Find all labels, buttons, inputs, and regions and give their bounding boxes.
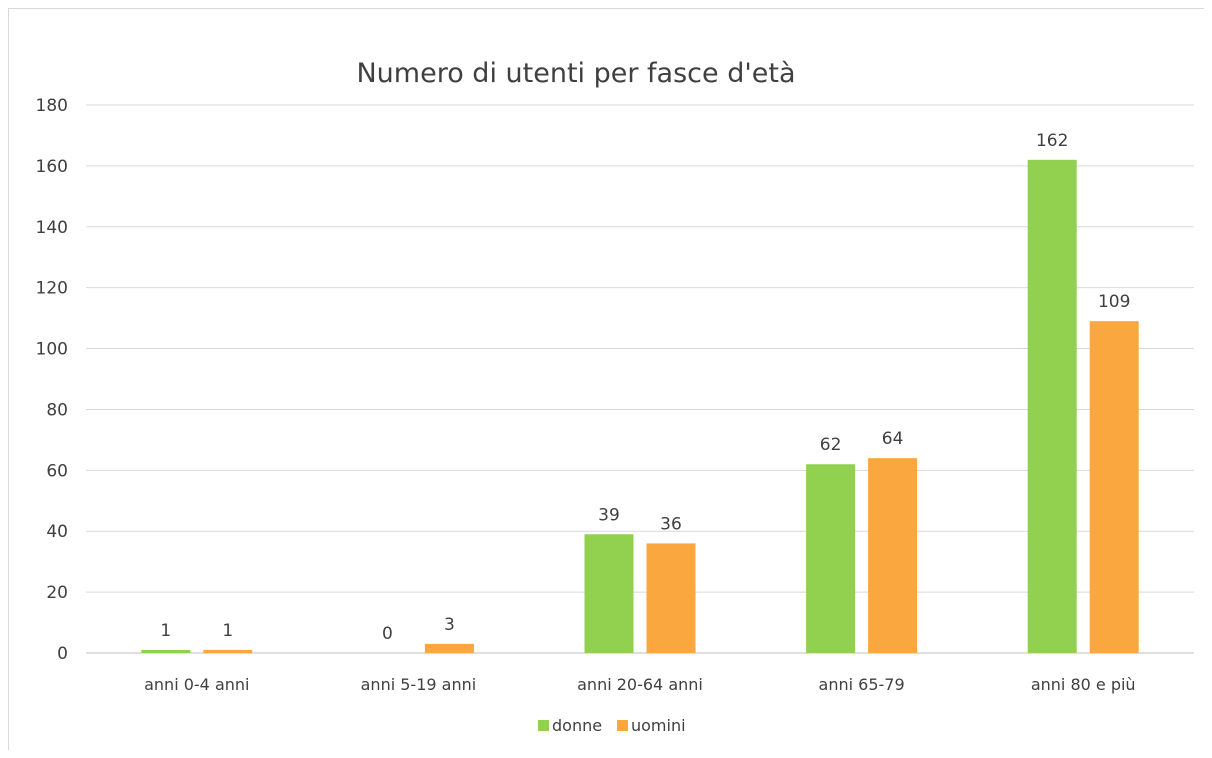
bar-uomini (646, 543, 696, 653)
legend-label: uomini (631, 716, 686, 735)
x-axis-tick-labels: anni 0-4 anni anni 5-19 anni anni 20-64 an… (144, 675, 1135, 694)
data-label: 0 (382, 624, 393, 644)
data-label: 3 (444, 615, 455, 635)
bar-donne (1027, 159, 1077, 654)
data-label: 162 (1036, 131, 1068, 151)
data-label: 36 (660, 514, 682, 534)
bar-uomini (424, 643, 474, 653)
data-label: 64 (882, 429, 904, 449)
x-tick-label: anni 65-79 (819, 675, 905, 694)
bars (141, 159, 1139, 654)
y-tick-label: 140 (36, 218, 68, 238)
y-tick-label: 100 (36, 340, 68, 360)
y-axis-tick-labels: 0 20 40 60 80 100 120 140 160 180 (36, 96, 68, 664)
legend-swatch-uomini (617, 720, 628, 731)
bar-donne (141, 649, 191, 653)
y-tick-label: 160 (36, 157, 68, 177)
data-label: 62 (820, 435, 842, 455)
legend-swatch-donne (538, 720, 549, 731)
x-tick-label: anni 5-19 anni (361, 675, 477, 694)
bar-donne (806, 464, 856, 653)
x-tick-label: anni 0-4 anni (144, 675, 249, 694)
chart-title: Numero di utenti per fasce d'età (356, 58, 795, 89)
bar-uomini (868, 458, 918, 653)
x-tick-label: anni 80 e più (1031, 675, 1136, 694)
bar-uomini (203, 649, 253, 653)
data-label: 1 (160, 621, 171, 641)
data-label: 1 (222, 621, 233, 641)
gridlines (86, 104, 1194, 654)
data-label: 39 (598, 505, 620, 525)
y-tick-label: 120 (36, 279, 68, 299)
bar-uomini (1089, 321, 1139, 653)
legend: donne uomini (538, 716, 686, 735)
bar-donne (584, 534, 634, 653)
legend-label: donne (552, 716, 602, 735)
y-tick-label: 60 (46, 461, 68, 481)
y-tick-label: 0 (57, 644, 68, 664)
y-tick-label: 180 (36, 96, 68, 116)
data-label: 109 (1098, 292, 1130, 312)
y-tick-label: 20 (46, 583, 68, 603)
y-tick-label: 80 (46, 400, 68, 420)
chart-frame (8, 8, 1204, 750)
data-labels: 1 1 0 3 39 36 62 64 162 109 (160, 131, 1130, 644)
x-tick-label: anni 20-64 anni (577, 675, 703, 694)
y-tick-label: 40 (46, 522, 68, 542)
